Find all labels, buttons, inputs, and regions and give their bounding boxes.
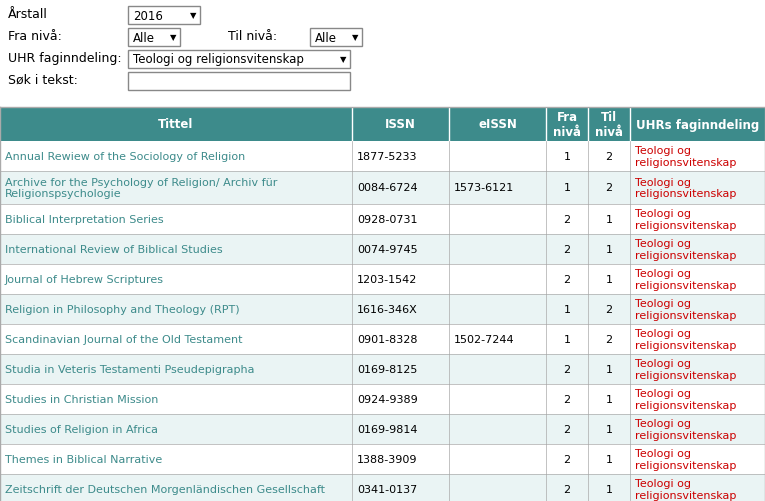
Text: 1616-346X: 1616-346X bbox=[357, 305, 418, 314]
Text: Studies in Christian Mission: Studies in Christian Mission bbox=[5, 394, 158, 404]
Text: 2: 2 bbox=[564, 454, 571, 464]
Text: Alle: Alle bbox=[315, 32, 337, 45]
Text: 1203-1542: 1203-1542 bbox=[357, 275, 418, 285]
Text: 0169-9814: 0169-9814 bbox=[357, 424, 418, 434]
Bar bbox=[128, 29, 180, 47]
Text: 1: 1 bbox=[564, 334, 571, 344]
Text: Teologi og
religionsvitenskap: Teologi og religionsvitenskap bbox=[635, 388, 737, 410]
Bar bbox=[0, 414, 765, 444]
Text: 2: 2 bbox=[605, 334, 613, 344]
Text: Fra
nivå: Fra nivå bbox=[553, 111, 581, 139]
Text: Studia in Veteris Testamenti Pseudepigrapha: Studia in Veteris Testamenti Pseudepigra… bbox=[5, 364, 255, 374]
Text: 1: 1 bbox=[606, 214, 613, 224]
Text: 2: 2 bbox=[564, 214, 571, 224]
Text: Alle: Alle bbox=[133, 32, 155, 45]
Text: Zeitschrift der Deutschen Morgenländischen Gesellschaft: Zeitschrift der Deutschen Morgenländisch… bbox=[5, 484, 325, 494]
Bar bbox=[0, 265, 765, 295]
Text: 1: 1 bbox=[606, 364, 613, 374]
Text: 1: 1 bbox=[606, 275, 613, 285]
Bar bbox=[128, 73, 350, 91]
Text: Religion in Philosophy and Theology (RPT): Religion in Philosophy and Theology (RPT… bbox=[5, 305, 239, 314]
Text: 0928-0731: 0928-0731 bbox=[357, 214, 418, 224]
Text: Teologi og
religionsvitenskap: Teologi og religionsvitenskap bbox=[635, 177, 737, 199]
Text: 2: 2 bbox=[564, 424, 571, 434]
Text: 0924-9389: 0924-9389 bbox=[357, 394, 418, 404]
Text: Søk i tekst:: Søk i tekst: bbox=[8, 74, 78, 87]
Text: Teologi og
religionsvitenskap: Teologi og religionsvitenskap bbox=[635, 146, 737, 167]
Text: ▼: ▼ bbox=[352, 34, 359, 43]
Bar bbox=[0, 474, 765, 501]
Text: 2: 2 bbox=[605, 183, 613, 193]
Text: eISSN: eISSN bbox=[478, 118, 517, 131]
Text: Teologi og
religionsvitenskap: Teologi og religionsvitenskap bbox=[635, 448, 737, 470]
Text: Annual Rewiew of the Sociology of Religion: Annual Rewiew of the Sociology of Religi… bbox=[5, 152, 246, 162]
Bar bbox=[0, 234, 765, 265]
Text: Fra nivå:: Fra nivå: bbox=[8, 30, 62, 43]
Text: 2: 2 bbox=[605, 152, 613, 162]
Text: 0169-8125: 0169-8125 bbox=[357, 364, 418, 374]
Text: ▼: ▼ bbox=[170, 34, 177, 43]
Bar bbox=[128, 7, 200, 25]
Text: Studies of Religion in Africa: Studies of Religion in Africa bbox=[5, 424, 158, 434]
Text: ISSN: ISSN bbox=[385, 118, 416, 131]
Text: 1877-5233: 1877-5233 bbox=[357, 152, 418, 162]
Text: 1388-3909: 1388-3909 bbox=[357, 454, 418, 464]
Text: 1: 1 bbox=[606, 454, 613, 464]
Text: Årstall: Årstall bbox=[8, 8, 48, 21]
Text: ▼: ▼ bbox=[190, 12, 197, 21]
Bar bbox=[0, 444, 765, 474]
Text: Themes in Biblical Narrative: Themes in Biblical Narrative bbox=[5, 454, 162, 464]
Bar bbox=[0, 108, 765, 142]
Text: 0074-9745: 0074-9745 bbox=[357, 244, 418, 255]
Text: Teologi og
religionsvitenskap: Teologi og religionsvitenskap bbox=[635, 359, 737, 380]
Text: 1: 1 bbox=[606, 394, 613, 404]
Bar bbox=[310, 29, 362, 47]
Bar bbox=[0, 354, 765, 384]
Text: UHR faginndeling:: UHR faginndeling: bbox=[8, 52, 122, 65]
Text: 1: 1 bbox=[564, 305, 571, 314]
Text: 0341-0137: 0341-0137 bbox=[357, 484, 417, 494]
Text: Biblical Interpretation Series: Biblical Interpretation Series bbox=[5, 214, 164, 224]
Text: 0901-8328: 0901-8328 bbox=[357, 334, 418, 344]
Text: Tittel: Tittel bbox=[158, 118, 194, 131]
Text: 2016: 2016 bbox=[133, 10, 163, 23]
Text: 2: 2 bbox=[564, 275, 571, 285]
Bar bbox=[0, 324, 765, 354]
Text: ▼: ▼ bbox=[340, 56, 347, 64]
Text: 1: 1 bbox=[606, 484, 613, 494]
Bar bbox=[0, 142, 765, 172]
Text: Teologi og
religionsvitenskap: Teologi og religionsvitenskap bbox=[635, 299, 737, 320]
Bar bbox=[0, 172, 765, 204]
Bar bbox=[0, 204, 765, 234]
Text: 2: 2 bbox=[564, 394, 571, 404]
Text: 2: 2 bbox=[564, 484, 571, 494]
Text: Journal of Hebrew Scriptures: Journal of Hebrew Scriptures bbox=[5, 275, 164, 285]
Text: 2: 2 bbox=[564, 364, 571, 374]
Text: 2: 2 bbox=[564, 244, 571, 255]
Text: 1: 1 bbox=[606, 424, 613, 434]
Text: Teologi og
religionsvitenskap: Teologi og religionsvitenskap bbox=[635, 209, 737, 230]
Text: 1573-6121: 1573-6121 bbox=[454, 183, 514, 193]
Text: Teologi og
religionsvitenskap: Teologi og religionsvitenskap bbox=[635, 329, 737, 350]
Text: Teologi og
religionsvitenskap: Teologi og religionsvitenskap bbox=[635, 418, 737, 440]
Text: International Review of Biblical Studies: International Review of Biblical Studies bbox=[5, 244, 223, 255]
Bar bbox=[128, 51, 350, 69]
Text: Scandinavian Journal of the Old Testament: Scandinavian Journal of the Old Testamen… bbox=[5, 334, 243, 344]
Text: Til nivå:: Til nivå: bbox=[228, 30, 277, 43]
Text: Teologi og
religionsvitenskap: Teologi og religionsvitenskap bbox=[635, 238, 737, 261]
Text: 1: 1 bbox=[564, 152, 571, 162]
Bar bbox=[0, 384, 765, 414]
Text: UHRs faginndeling: UHRs faginndeling bbox=[636, 118, 759, 131]
Text: Teologi og
religionsvitenskap: Teologi og religionsvitenskap bbox=[635, 269, 737, 290]
Text: Teologi og
religionsvitenskap: Teologi og religionsvitenskap bbox=[635, 478, 737, 500]
Text: 1502-7244: 1502-7244 bbox=[454, 334, 515, 344]
Text: 2: 2 bbox=[605, 305, 613, 314]
Text: Archive for the Psychology of Religion/ Archiv für
Religionspsychologie: Archive for the Psychology of Religion/ … bbox=[5, 177, 278, 199]
Text: 1: 1 bbox=[606, 244, 613, 255]
Text: Teologi og religionsvitenskap: Teologi og religionsvitenskap bbox=[133, 54, 304, 66]
Text: 0084-6724: 0084-6724 bbox=[357, 183, 418, 193]
Bar bbox=[0, 295, 765, 324]
Text: Til
nivå: Til nivå bbox=[595, 111, 623, 139]
Text: 1: 1 bbox=[564, 183, 571, 193]
